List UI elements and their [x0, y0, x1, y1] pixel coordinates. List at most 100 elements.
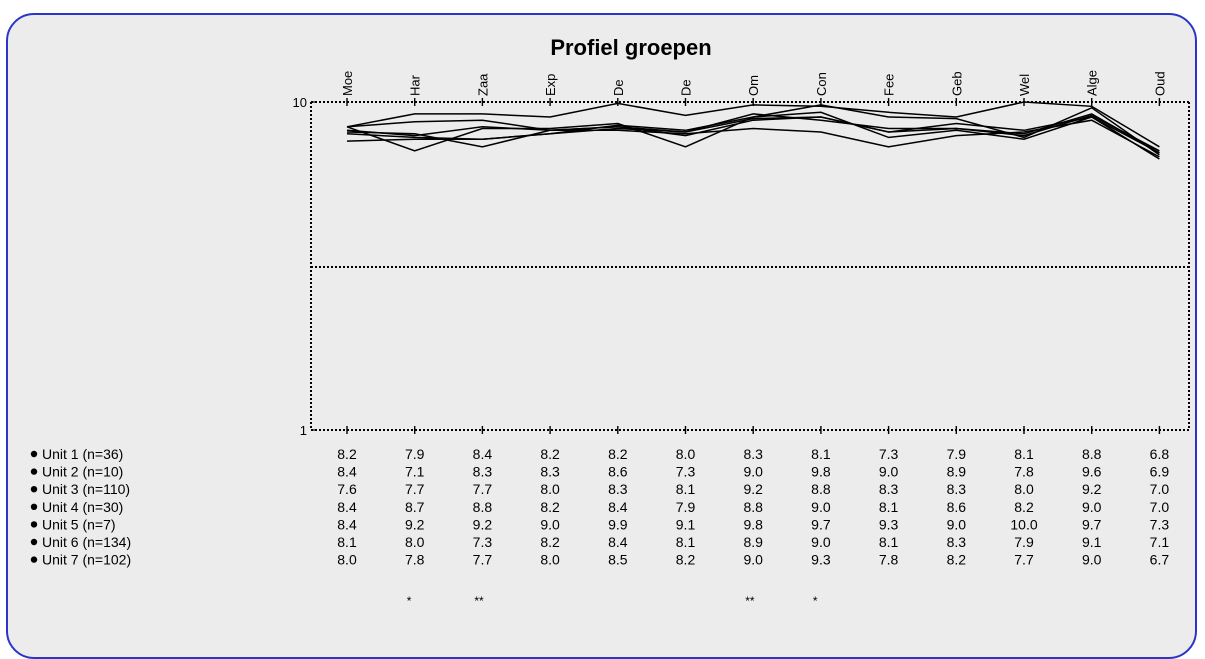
table-cell: 8.6 [608, 464, 628, 480]
table-cell: 9.0 [947, 516, 967, 532]
table-cell: 8.3 [608, 481, 628, 497]
legend-bullet [30, 556, 38, 563]
table-cell: 8.1 [337, 534, 357, 550]
table-cell: 9.9 [608, 516, 628, 532]
table-cell: 7.7 [473, 481, 493, 497]
series-line [346, 101, 1160, 148]
y-tick-label: 10 [293, 95, 307, 110]
table-cell: 8.0 [540, 552, 560, 568]
table-cell: 8.2 [337, 446, 357, 462]
table-cell: 8.9 [947, 464, 967, 480]
legend-label: Unit 2 (n=10) [42, 464, 123, 480]
table-cell: 8.2 [1014, 499, 1034, 515]
table-cell: 8.2 [676, 552, 696, 568]
x-category-label: Oud [1152, 71, 1167, 96]
table-cell: 7.3 [1150, 516, 1170, 532]
x-category-label: Con [814, 72, 829, 96]
table-cell: 9.7 [1082, 516, 1102, 532]
series-line [346, 119, 1160, 158]
table-cell: 8.7 [405, 499, 425, 515]
table-cell: 6.9 [1150, 464, 1170, 480]
table-cell: 9.3 [811, 552, 831, 568]
table-cell: 9.6 [1082, 464, 1102, 480]
legend-label: Unit 7 (n=102) [42, 552, 131, 568]
legend-label: Unit 1 (n=36) [42, 446, 123, 462]
table-cell: 8.3 [879, 481, 899, 497]
significance-marker: * [407, 594, 412, 608]
significance-marker: ** [474, 594, 484, 608]
table-cell: 6.7 [1150, 552, 1170, 568]
table-cell: 8.1 [879, 499, 899, 515]
table-cell: 7.7 [1014, 552, 1034, 568]
table-cell: 8.1 [676, 481, 696, 497]
table-cell: 8.5 [608, 552, 628, 568]
table-cell: 9.2 [1082, 481, 1102, 497]
table-cell: 8.2 [540, 499, 560, 515]
table-cell: 8.6 [947, 499, 967, 515]
table-cell: 8.2 [540, 534, 560, 550]
table-cell: 8.0 [337, 552, 357, 568]
x-category-label: De [679, 79, 694, 96]
table-cell: 8.4 [337, 516, 357, 532]
table-cell: 7.9 [947, 446, 967, 462]
table-cell: 7.3 [676, 464, 696, 480]
table-cell: 7.6 [337, 481, 357, 497]
table-cell: 8.9 [743, 534, 763, 550]
table-cell: 8.4 [608, 534, 628, 550]
series-line [346, 116, 1160, 154]
table-cell: 9.0 [743, 464, 763, 480]
table-cell: 8.0 [1014, 481, 1034, 497]
y-tick-label: 1 [300, 423, 307, 438]
table-cell: 8.2 [608, 446, 628, 462]
x-category-label: Geb [949, 71, 964, 96]
x-axis-categories: Moe Har Zaa Exp De De Om Con Fee Geb Wel Alge Oud [340, 70, 1167, 434]
table-cell: 7.3 [473, 534, 493, 550]
table-cell: 8.0 [540, 481, 560, 497]
table-cell: 7.9 [1014, 534, 1034, 550]
table-cell: 8.1 [1014, 446, 1034, 462]
table-cell: 8.0 [405, 534, 425, 550]
table-cell: 8.8 [743, 499, 763, 515]
table-cell: 8.3 [473, 464, 493, 480]
table-cell: 9.0 [1082, 499, 1102, 515]
table-cell: 8.1 [811, 446, 831, 462]
table-cell: 9.3 [879, 516, 899, 532]
legend-bullet [30, 521, 38, 528]
table-cell: 8.1 [879, 534, 899, 550]
series-line [346, 114, 1160, 152]
table-cell: 7.0 [1150, 499, 1170, 515]
table-cell: 7.8 [1014, 464, 1034, 480]
table-cell: 7.8 [879, 552, 899, 568]
series-lines [346, 101, 1160, 160]
table-cell: 6.8 [1150, 446, 1170, 462]
table-cell: 7.7 [473, 552, 493, 568]
table-cell: 9.0 [811, 499, 831, 515]
table-cell: 9.1 [676, 516, 696, 532]
table-cell: 9.8 [811, 464, 831, 480]
table-cell: 7.1 [405, 464, 425, 480]
table-cell: 7.1 [1150, 534, 1170, 550]
table-cell: 8.4 [337, 499, 357, 515]
table-cell: 9.1 [1082, 534, 1102, 550]
table-cell: 8.3 [947, 481, 967, 497]
table-cell: 7.0 [1150, 481, 1170, 497]
table-cell: 9.0 [1082, 552, 1102, 568]
legend: Unit 1 (n=36) Unit 2 (n=10)Unit 3 (n=110)… [30, 446, 131, 568]
x-category-label: Wel [1017, 74, 1032, 96]
table-cell: 8.3 [947, 534, 967, 550]
table-cell: 10.0 [1010, 516, 1037, 532]
x-category-label: Har [408, 74, 423, 96]
legend-bullet [30, 486, 38, 493]
x-category-label: Zaa [475, 73, 490, 96]
table-cell: 8.0 [676, 446, 696, 462]
legend-label: Unit 5 (n=7) [42, 516, 116, 532]
legend-bullet [30, 468, 38, 475]
chart-title: Profiel groepen [550, 35, 711, 60]
table-cell: 8.8 [473, 499, 493, 515]
table-cell: 7.8 [405, 552, 425, 568]
table-cell: 9.2 [473, 516, 493, 532]
table-cell: 7.9 [405, 446, 425, 462]
legend-label: Unit 3 (n=110) [42, 481, 130, 497]
table-cell: 8.8 [811, 481, 831, 497]
